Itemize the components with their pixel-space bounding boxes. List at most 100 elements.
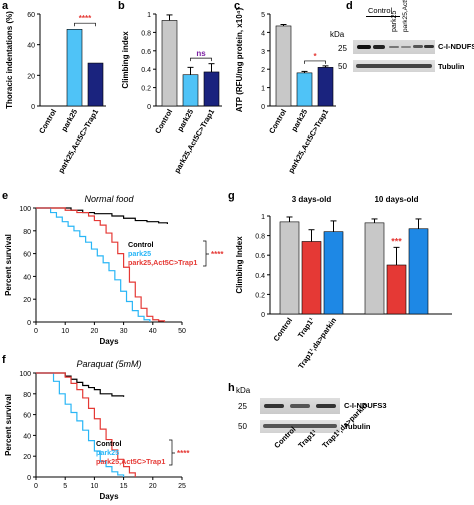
significance-bracket bbox=[74, 22, 96, 27]
legend-entry-0: Control bbox=[128, 240, 154, 249]
y-tick-label: 60 bbox=[23, 252, 31, 259]
bar-g0-1 bbox=[301, 241, 322, 315]
western-blot-d: kDa Control park25 park25,Act5C>Trap1 25… bbox=[330, 0, 474, 86]
category-label-0: Control bbox=[271, 316, 294, 343]
blot-h-marker-25: 25 bbox=[238, 402, 247, 411]
legend-entry-2: park25,Act5C>Trap1 bbox=[128, 258, 197, 267]
significance-label: ns bbox=[196, 49, 206, 58]
y-tick-label: 80 bbox=[23, 229, 31, 236]
y-tick-label: 0.2 bbox=[141, 86, 151, 93]
legend-entry-1: park25 bbox=[96, 448, 119, 457]
y-axis-label: Thoracic indentations (%) bbox=[5, 11, 14, 109]
blot-d-group-control: Control bbox=[368, 6, 393, 15]
y-tick-label: 5 bbox=[261, 12, 265, 19]
blot-d-band-row-2 bbox=[353, 60, 435, 72]
x-tick-label: 50 bbox=[178, 328, 186, 335]
panel-label-c: c bbox=[234, 0, 241, 12]
category-label-1: park25 bbox=[59, 108, 79, 133]
panel-label-a: a bbox=[2, 0, 9, 12]
panel-label-b: b bbox=[118, 0, 125, 12]
blot-d-group-rescue: park25,Act5C>Trap1 bbox=[402, 0, 409, 32]
chart-c-atp: 0 1 2 3 4 5 ATP (RFU/mg protein, x10⁴) Control p… bbox=[235, 7, 336, 175]
blot-h-lane-trap1-parkin: Trap1¹,da>parkin bbox=[320, 401, 370, 451]
survival-curve-1 bbox=[36, 372, 125, 477]
blot-d-label-ndufs2: C-I-NDUFS2 bbox=[438, 42, 474, 51]
chart-a-thoracic-indentations: 0 20 40 60 Thoracic indentations (%) Control p… bbox=[5, 11, 106, 175]
group-label-1: 10 days-old bbox=[374, 195, 418, 204]
y-tick-label: 1 bbox=[261, 214, 265, 221]
blot-h-marker-50: 50 bbox=[238, 422, 247, 431]
x-tick-label: 0 bbox=[34, 483, 38, 490]
y-tick-label: 0.8 bbox=[255, 234, 265, 241]
chart-g-climbing-index: 0 0.2 0.4 0.6 0.8 1 Climbing Index 3 days-old 10… bbox=[235, 195, 452, 370]
panel-label-e: e bbox=[2, 190, 9, 202]
y-tick-label: 0 bbox=[261, 312, 265, 319]
bar-g1-1 bbox=[386, 264, 407, 315]
panel-label-g: g bbox=[228, 190, 235, 202]
y-tick-label: 40 bbox=[23, 433, 31, 440]
bar-g1-2 bbox=[408, 228, 429, 315]
y-axis-label: Percent survival bbox=[4, 394, 13, 456]
blot-h-band-row-2 bbox=[260, 420, 340, 433]
significance-bracket bbox=[190, 57, 212, 62]
legend-entry-0: Control bbox=[96, 439, 122, 448]
blot-d-band-row-1 bbox=[353, 40, 435, 54]
legend-entry-1: park25 bbox=[128, 249, 151, 258]
bar-g0-0 bbox=[279, 221, 300, 315]
survival-curve-0 bbox=[36, 207, 168, 224]
y-tick-label: 4 bbox=[261, 30, 265, 37]
legend-entry-2: park25,Act5C>Trap1 bbox=[96, 457, 165, 466]
x-tick-label: 30 bbox=[120, 328, 128, 335]
blot-d-group-park25: park25 bbox=[391, 10, 398, 32]
bar-1 bbox=[182, 74, 199, 107]
bar-2 bbox=[87, 62, 104, 107]
legend-bracket bbox=[203, 240, 209, 267]
bar-0 bbox=[161, 20, 178, 107]
y-tick-label: 20 bbox=[27, 73, 35, 80]
y-tick-label: 0.6 bbox=[141, 49, 151, 56]
y-tick-label: 3 bbox=[261, 49, 265, 56]
y-tick-label: 0 bbox=[31, 104, 35, 111]
y-tick-label: 20 bbox=[23, 297, 31, 304]
blot-h-label-ndufs3: C-I-NDUFS3 bbox=[344, 401, 387, 410]
y-tick-label: 0.2 bbox=[255, 292, 265, 299]
bar-1 bbox=[296, 72, 313, 107]
y-tick-label: 0 bbox=[261, 104, 265, 111]
blot-h-band-row-1 bbox=[260, 398, 340, 414]
y-tick-label: 2 bbox=[261, 67, 265, 74]
significance-label: **** bbox=[79, 14, 92, 23]
bar-0 bbox=[275, 25, 292, 107]
x-tick-label: 20 bbox=[149, 483, 157, 490]
significance-label: **** bbox=[177, 449, 190, 458]
blot-d-group-line bbox=[366, 16, 400, 17]
category-label-2: park25,Act5C>Trap1 bbox=[286, 108, 330, 175]
survival-curve-0 bbox=[36, 372, 125, 397]
x-tick-label: 10 bbox=[61, 328, 69, 335]
y-tick-label: 0 bbox=[147, 104, 151, 111]
y-tick-label: 20 bbox=[23, 454, 31, 461]
category-label-2: park25,Act5C>Trap1 bbox=[56, 108, 100, 175]
kda-label-d: kDa bbox=[330, 30, 345, 39]
bar-2 bbox=[203, 71, 220, 107]
y-tick-label: 80 bbox=[23, 392, 31, 399]
x-tick-label: 20 bbox=[91, 328, 99, 335]
y-tick-label: 40 bbox=[23, 274, 31, 281]
y-axis-label: Climbing Index bbox=[235, 236, 244, 294]
group-label-0: 3 days-old bbox=[292, 195, 332, 204]
y-tick-label: 40 bbox=[27, 43, 35, 50]
blot-h-lane-trap1: Trap1¹ bbox=[296, 427, 319, 451]
x-tick-label: 25 bbox=[178, 483, 186, 490]
blot-d-marker-25: 25 bbox=[338, 44, 347, 53]
category-label-0: Control bbox=[267, 108, 288, 136]
kda-label-h: kDa bbox=[236, 386, 251, 395]
y-axis-label: ATP (RFU/mg protein, x10⁴) bbox=[235, 7, 244, 112]
panel-label-d: d bbox=[346, 0, 353, 12]
chart-f-survival-paraquat: Paraquat (5mM) 0 20 40 60 80 100 0 5 10 15 20 25 Days… bbox=[4, 359, 190, 501]
blot-d-marker-50: 50 bbox=[338, 62, 347, 71]
x-tick-label: 40 bbox=[149, 328, 157, 335]
x-tick-label: 15 bbox=[120, 483, 128, 490]
significance-bracket bbox=[304, 60, 326, 64]
chart-b-climbing-index: 0 0.2 0.4 0.6 0.8 1 Climbing index Control park2… bbox=[121, 12, 222, 175]
y-tick-label: 0.8 bbox=[141, 30, 151, 37]
x-tick-label: 5 bbox=[63, 483, 67, 490]
